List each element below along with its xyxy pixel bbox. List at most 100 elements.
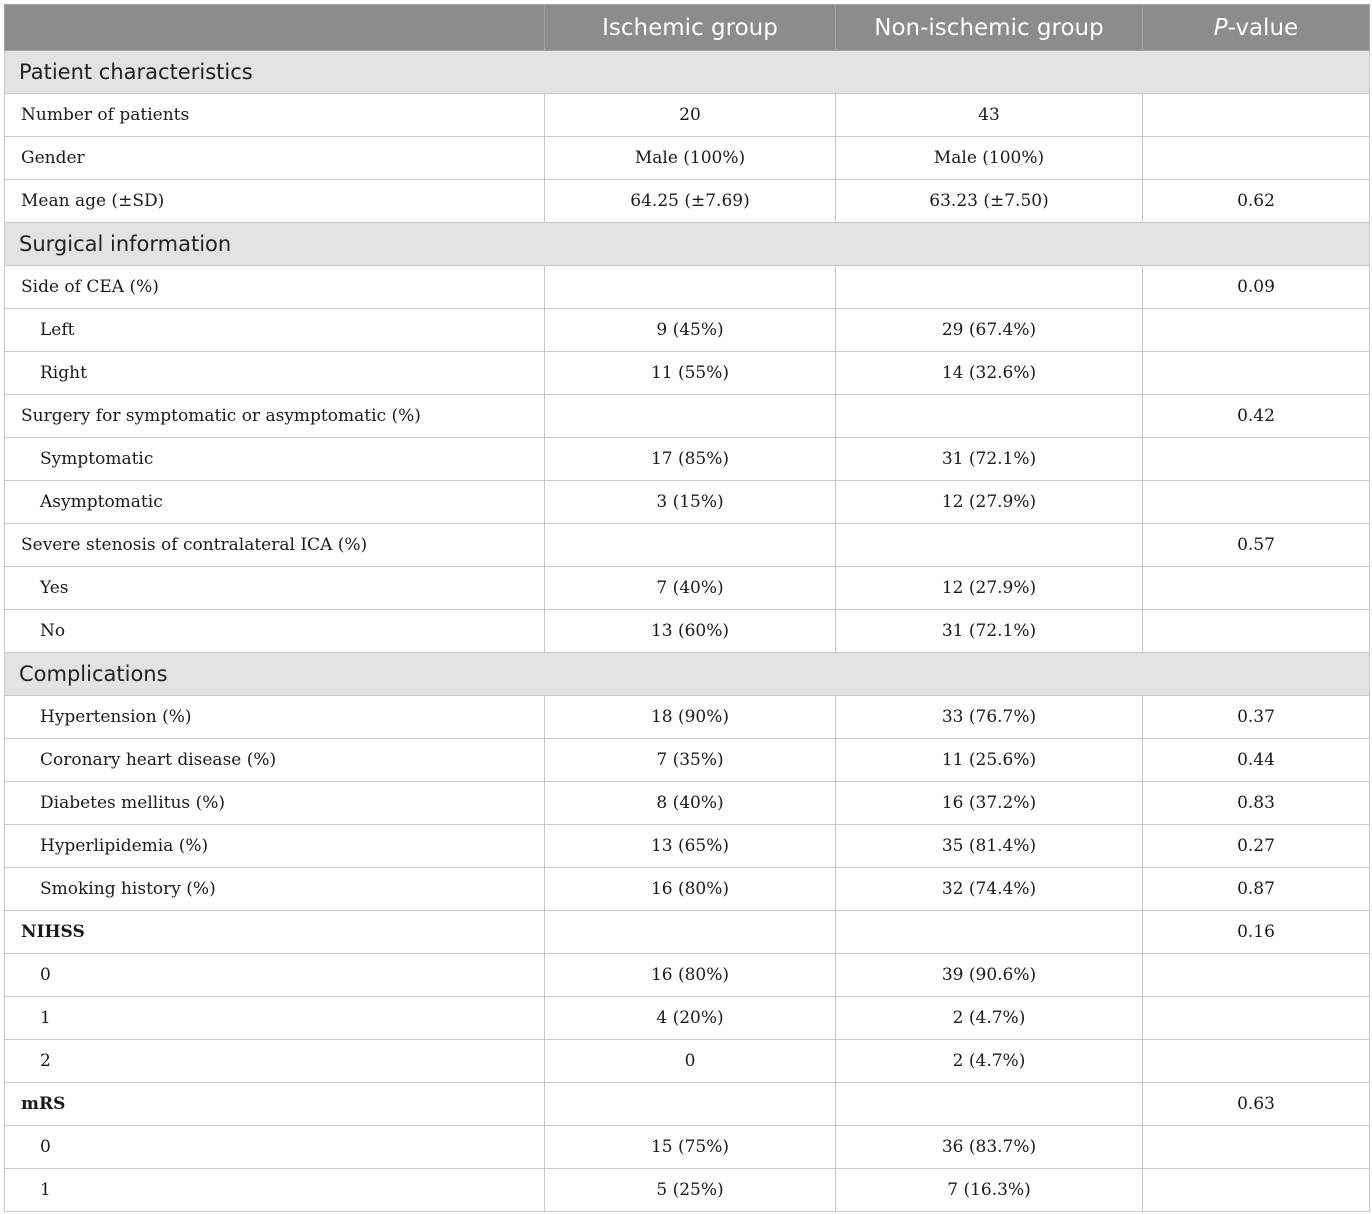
table-row: 2 0 2 (4.7%): [4, 1039, 1370, 1083]
cell-ischemic: 8 (40%): [544, 781, 836, 825]
table-row: Coronary heart disease (%) 7 (35%) 11 (2…: [4, 738, 1370, 782]
section-complications: Complications: [4, 652, 1370, 696]
row-label: mRS: [4, 1082, 545, 1126]
cell-non-ischemic: 63.23 (±7.50): [835, 179, 1143, 223]
cell-p-value: [1142, 1039, 1370, 1083]
table-row: No 13 (60%) 31 (72.1%): [4, 609, 1370, 653]
row-label: Yes: [4, 566, 545, 610]
table-row: 1 5 (25%) 7 (16.3%): [4, 1168, 1370, 1212]
cell-non-ischemic: 7 (16.3%): [835, 1168, 1143, 1212]
row-label: Surgery for symptomatic or asymptomatic …: [4, 394, 545, 438]
row-label: No: [4, 609, 545, 653]
cell-non-ischemic: [835, 265, 1143, 309]
row-label: Symptomatic: [4, 437, 545, 481]
table-row: Diabetes mellitus (%) 8 (40%) 16 (37.2%)…: [4, 781, 1370, 825]
cell-non-ischemic: 43: [835, 93, 1143, 137]
table-row: Gender Male (100%) Male (100%): [4, 136, 1370, 180]
cell-non-ischemic: 14 (32.6%): [835, 351, 1143, 395]
cell-p-value: [1142, 1125, 1370, 1169]
table-row: Symptomatic 17 (85%) 31 (72.1%): [4, 437, 1370, 481]
cell-ischemic: Male (100%): [544, 136, 836, 180]
table-row: 0 15 (75%) 36 (83.7%): [4, 1125, 1370, 1169]
cell-p-value: 0.42: [1142, 394, 1370, 438]
cell-p-value: [1142, 480, 1370, 524]
table-row: 0 16 (80%) 39 (90.6%): [4, 953, 1370, 997]
header-row: Ischemic group Non-ischemic group P-valu…: [4, 4, 1370, 51]
cell-non-ischemic: 12 (27.9%): [835, 566, 1143, 610]
header-p-italic: P: [1213, 14, 1228, 41]
cell-non-ischemic: 2 (4.7%): [835, 996, 1143, 1040]
cell-p-value: [1142, 351, 1370, 395]
section-row: Surgical information: [4, 222, 1370, 266]
cell-non-ischemic: 11 (25.6%): [835, 738, 1143, 782]
cell-non-ischemic: [835, 910, 1143, 954]
row-label: 2: [4, 1039, 545, 1083]
row-label: Hyperlipidemia (%): [4, 824, 545, 868]
header-p-value: P-value: [1142, 4, 1370, 51]
cell-p-value: 0.44: [1142, 738, 1370, 782]
cell-ischemic: 20: [544, 93, 836, 137]
cell-non-ischemic: [835, 394, 1143, 438]
cell-p-value: [1142, 136, 1370, 180]
section-row: Complications: [4, 652, 1370, 696]
cell-p-value: [1142, 93, 1370, 137]
cell-non-ischemic: 31 (72.1%): [835, 437, 1143, 481]
cell-ischemic: [544, 910, 836, 954]
table-row: Mean age (±SD) 64.25 (±7.69) 63.23 (±7.5…: [4, 179, 1370, 223]
row-label: 0: [4, 953, 545, 997]
cell-ischemic: 7 (40%): [544, 566, 836, 610]
cell-non-ischemic: [835, 523, 1143, 567]
cell-p-value: [1142, 566, 1370, 610]
cell-ischemic: 7 (35%): [544, 738, 836, 782]
cell-non-ischemic: 32 (74.4%): [835, 867, 1143, 911]
cell-p-value: 0.63: [1142, 1082, 1370, 1126]
row-label: 1: [4, 1168, 545, 1212]
cell-p-value: 0.57: [1142, 523, 1370, 567]
cell-non-ischemic: 12 (27.9%): [835, 480, 1143, 524]
cell-ischemic: 11 (55%): [544, 351, 836, 395]
cell-ischemic: 16 (80%): [544, 867, 836, 911]
cell-ischemic: 64.25 (±7.69): [544, 179, 836, 223]
table-row: Smoking history (%) 16 (80%) 32 (74.4%) …: [4, 867, 1370, 911]
cell-p-value: 0.27: [1142, 824, 1370, 868]
row-label: Asymptomatic: [4, 480, 545, 524]
row-label: 0: [4, 1125, 545, 1169]
cell-p-value: [1142, 1168, 1370, 1212]
section-patient-characteristics: Patient characteristics: [4, 50, 1370, 94]
table-row: Yes 7 (40%) 12 (27.9%): [4, 566, 1370, 610]
table-row: Side of CEA (%) 0.09: [4, 265, 1370, 309]
cell-p-value: [1142, 308, 1370, 352]
cell-p-value: 0.62: [1142, 179, 1370, 223]
row-label: Severe stenosis of contralateral ICA (%): [4, 523, 545, 567]
cell-p-value: 0.87: [1142, 867, 1370, 911]
table-row: 1 4 (20%) 2 (4.7%): [4, 996, 1370, 1040]
table-row: Surgery for symptomatic or asymptomatic …: [4, 394, 1370, 438]
row-label: Gender: [4, 136, 545, 180]
cell-ischemic: [544, 523, 836, 567]
header-non-ischemic-group: Non-ischemic group: [835, 4, 1143, 51]
row-label: Coronary heart disease (%): [4, 738, 545, 782]
row-label: Right: [4, 351, 545, 395]
cell-non-ischemic: 35 (81.4%): [835, 824, 1143, 868]
table-row: NIHSS 0.16: [4, 910, 1370, 954]
cell-non-ischemic: Male (100%): [835, 136, 1143, 180]
cell-ischemic: 13 (65%): [544, 824, 836, 868]
cell-ischemic: 3 (15%): [544, 480, 836, 524]
row-label: Number of patients: [4, 93, 545, 137]
table-row: Asymptomatic 3 (15%) 12 (27.9%): [4, 480, 1370, 524]
table-row: Hyperlipidemia (%) 13 (65%) 35 (81.4%) 0…: [4, 824, 1370, 868]
cell-ischemic: 0: [544, 1039, 836, 1083]
table-row: Hypertension (%) 18 (90%) 33 (76.7%) 0.3…: [4, 695, 1370, 739]
section-row: Patient characteristics: [4, 50, 1370, 94]
cell-non-ischemic: 39 (90.6%): [835, 953, 1143, 997]
header-ischemic-group: Ischemic group: [544, 4, 836, 51]
cell-ischemic: 13 (60%): [544, 609, 836, 653]
row-label: 1: [4, 996, 545, 1040]
cell-p-value: [1142, 437, 1370, 481]
cell-non-ischemic: 2 (4.7%): [835, 1039, 1143, 1083]
cell-p-value: [1142, 996, 1370, 1040]
row-label: Diabetes mellitus (%): [4, 781, 545, 825]
cell-p-value: 0.83: [1142, 781, 1370, 825]
cell-non-ischemic: 16 (37.2%): [835, 781, 1143, 825]
table-row: Severe stenosis of contralateral ICA (%)…: [4, 523, 1370, 567]
